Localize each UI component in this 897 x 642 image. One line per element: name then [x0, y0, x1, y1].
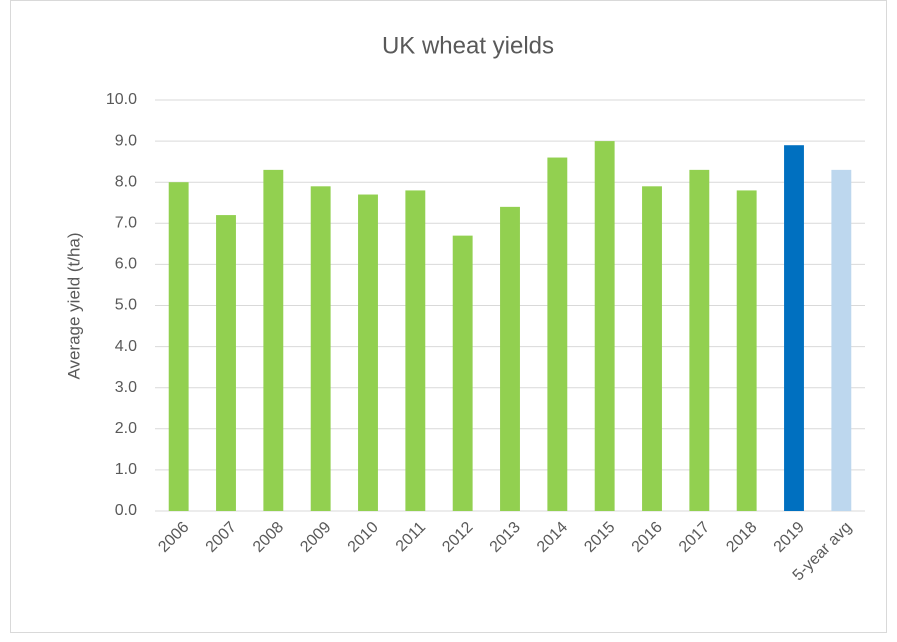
bar: [547, 157, 568, 512]
bar: [452, 235, 473, 511]
bar: [263, 169, 284, 511]
y-tick-label: 9.0: [115, 132, 137, 149]
chart-title: UK wheat yields: [382, 32, 554, 59]
y-tick-label: 2.0: [115, 420, 137, 437]
y-axis-label: Average yield (t/ha): [64, 232, 83, 379]
bar: [358, 194, 378, 511]
bar: [689, 169, 710, 511]
bar: [500, 206, 520, 512]
y-tick-label: 7.0: [115, 215, 137, 232]
bar: [216, 215, 236, 511]
bar: [831, 169, 852, 511]
bar: [310, 186, 331, 511]
bar: [642, 186, 662, 511]
bar: [594, 141, 615, 511]
y-tick-label: 6.0: [115, 256, 137, 273]
y-tick-label: 5.0: [115, 297, 137, 314]
bar: [168, 182, 189, 511]
y-tick-label: 10.0: [106, 91, 137, 108]
y-tick-label: 8.0: [115, 173, 137, 190]
y-tick-label: 4.0: [115, 338, 137, 355]
y-tick-label: 1.0: [115, 461, 137, 478]
bar: [405, 190, 426, 512]
y-tick-label: 3.0: [115, 379, 137, 396]
y-tick-label: 0.0: [115, 502, 137, 519]
bar: [784, 145, 804, 511]
bar: [736, 190, 757, 512]
